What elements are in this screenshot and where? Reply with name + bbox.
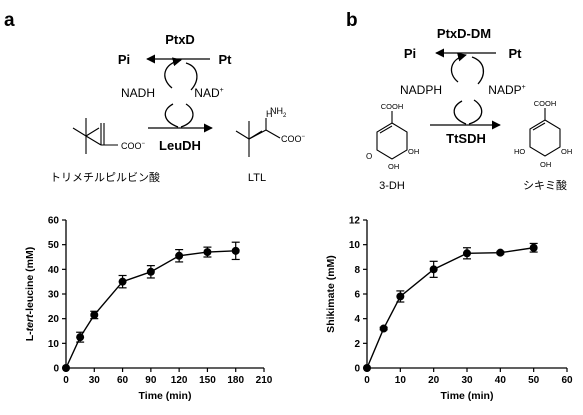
chart-b-x-tick-label: 30: [461, 375, 473, 386]
chart-a-y-tick-label: 0: [53, 364, 59, 375]
chart-b-data-point: [396, 292, 405, 301]
chart-a-tert-leucine: 0 10 20 30 40 50 60 0 30 60 90 120 150 180 210 Time (mi…: [24, 216, 273, 403]
chart-b-x-tick-label: 60: [561, 375, 573, 386]
enzyme-ptxd: PtxD: [165, 32, 195, 47]
chart-b-y-tick-label: 12: [349, 216, 361, 227]
oh-label-3dh-right: OH: [408, 147, 419, 156]
chart-b-data-point: [379, 324, 388, 333]
chart-a-x-tick-label: 60: [117, 375, 129, 386]
keto-o-label: O: [366, 152, 372, 161]
chart-a-y-tick-label: 30: [48, 290, 60, 301]
chart-a-y-tick-label: 40: [48, 265, 60, 276]
chart-a-y-tick-label: 60: [48, 216, 60, 227]
chart-a-data-point: [118, 277, 127, 286]
ho-label-shikimate: HO: [514, 147, 525, 156]
nadp-label: NADP+: [488, 83, 525, 97]
chart-a-series-line: [65, 250, 236, 369]
nad-label: NAD+: [194, 86, 223, 100]
nadph-label: NADPH: [400, 83, 442, 97]
chart-b-shikimate: 0 2 4 6 8 10 12 0 10 20 30 40 50 60 Time (min) Shikimat…: [325, 216, 573, 403]
panel-b-scheme: b PtxD-DM Pi Pt NADPH NADP+ TtSDH COOH O…: [346, 10, 572, 192]
chart-b-x-tick-label: 20: [428, 375, 440, 386]
chart-b-x-axis-label: Time (min): [441, 390, 494, 402]
chart-b-data-point: [363, 364, 371, 372]
cofactor-cycle-left-curve-b: [453, 100, 467, 125]
pi-label: Pi: [118, 52, 130, 67]
cofactor-cycle-left-curve: [164, 103, 179, 128]
chart-a-y-tick-label: 20: [48, 314, 60, 325]
product-name-a: LTL: [248, 172, 266, 184]
chart-a-x-tick-label: 150: [199, 375, 216, 386]
shikimate-structure: [529, 108, 561, 157]
cofactor-cycle-right-curve: [185, 62, 198, 91]
chart-a-y-tick-label: 50: [48, 240, 60, 251]
dehydroshikimate-structure: [376, 111, 408, 160]
cooh-label-shikimate: COOH: [534, 99, 557, 108]
cofactor-cycle-bottom-curve-b: [468, 99, 483, 125]
chart-a-x-tick-label: 30: [89, 375, 101, 386]
chart-a-x-tick-label: 210: [256, 375, 273, 386]
cooh-label-3dh: COOH: [381, 102, 404, 111]
nh2-label: NH2: [270, 106, 287, 119]
panel-a-scheme: a PtxD Pi Pt NADH NAD+ LeuDH COO− H NH2: [4, 10, 306, 184]
chart-b-y-tick-label: 0: [354, 364, 360, 375]
chart-b-x-tick-label: 40: [495, 375, 507, 386]
chart-a-x-tick-label: 120: [171, 375, 188, 386]
enzyme-ptxd-dm: PtxD-DM: [437, 26, 491, 41]
panel-b-letter: b: [346, 10, 358, 31]
chart-b-y-tick-label: 8: [354, 265, 360, 276]
chart-b-y-tick-label: 2: [354, 339, 360, 350]
chart-b-x-tick-label: 0: [364, 375, 370, 386]
trimethylpyruvate-structure: [72, 118, 118, 154]
chart-a-x-tick-label: 180: [227, 375, 244, 386]
cofactor-cycle-right-curve-b: [471, 56, 484, 85]
coo-minus-right: COO−: [281, 134, 306, 144]
substrate-name-a: トリメチルピルビン酸: [50, 170, 160, 184]
chart-a-data-point: [62, 364, 70, 372]
panel-a-letter: a: [4, 10, 15, 31]
chart-b-x-tick-label: 10: [395, 375, 407, 386]
oh-label-shikimate-right: OH: [561, 147, 572, 156]
nadh-label: NADH: [121, 86, 155, 100]
chart-b-data-point: [529, 243, 538, 252]
chart-a-data-point: [203, 248, 212, 257]
chart-a-data-point: [231, 246, 240, 255]
pi-label-b: Pi: [404, 46, 416, 61]
oh-label-shikimate-bottom: OH: [540, 160, 551, 169]
chart-b-y-axis-label: Shikimate (mM): [325, 255, 337, 333]
pt-label: Pt: [219, 52, 233, 67]
chart-b-series-line: [366, 247, 534, 369]
chart-a-data-point: [146, 267, 155, 276]
chart-a-y-tick-label: 10: [48, 339, 60, 350]
enzyme-leudh: LeuDH: [159, 138, 201, 153]
chart-b-y-tick-label: 6: [354, 290, 360, 301]
chart-b-y-tick-label: 10: [349, 240, 361, 251]
chart-a-y-axis-label: L-tert-leucine (mM): [24, 247, 36, 342]
tert-leucine-structure: [235, 118, 281, 157]
hydrogen-label: H: [266, 109, 273, 119]
cofactor-cycle-top-arrow: [164, 57, 182, 89]
chart-a-data-point: [76, 333, 85, 342]
product-name-b: シキミ酸: [523, 178, 567, 192]
pt-label-b: Pt: [509, 46, 523, 61]
chart-b-data-point: [463, 249, 471, 258]
substrate-name-b: 3-DH: [379, 180, 405, 192]
cofactor-cycle-top-arrow-b: [450, 52, 467, 83]
chart-b-data-point: [429, 265, 438, 274]
cofactor-cycle-bottom-curve: [180, 103, 194, 128]
chart-b-y-tick-label: 4: [354, 314, 360, 325]
coo-minus-left: COO−: [121, 141, 146, 151]
oh-label-3dh-bottom: OH: [388, 162, 399, 171]
chart-a-x-axis-label: Time (min): [139, 390, 192, 402]
chart-a-data-point: [175, 251, 184, 260]
enzyme-ttsdh: TtSDH: [446, 131, 486, 146]
chart-b-x-tick-label: 50: [528, 375, 540, 386]
chart-a-x-tick-label: 90: [145, 375, 157, 386]
chart-b-data-point: [496, 248, 505, 257]
chart-a-data-point: [90, 310, 99, 319]
chart-a-x-tick-label: 0: [63, 375, 69, 386]
